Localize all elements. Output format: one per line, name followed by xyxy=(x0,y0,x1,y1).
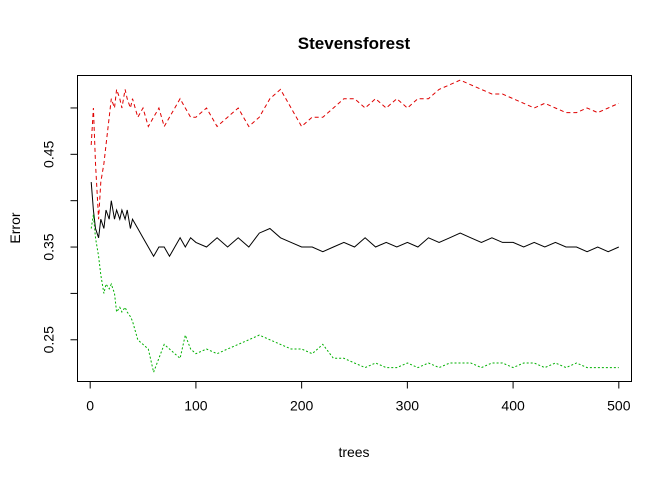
series-line-2 xyxy=(90,79,620,220)
x-tick-label: 300 xyxy=(396,398,420,414)
series-line-3 xyxy=(90,214,619,374)
x-axis: 0 100 200 300 400 500 xyxy=(86,381,631,414)
chart-title: Stevensforest xyxy=(298,34,411,53)
y-axis-label: Error xyxy=(7,212,23,243)
series-layer xyxy=(90,79,620,374)
y-axis: 0.25 0.35 0.45 xyxy=(41,107,78,353)
x-tick-label: 400 xyxy=(501,398,525,414)
y-tick-label: 0.45 xyxy=(41,140,57,167)
plot-frame xyxy=(77,75,632,382)
x-tick-label: 0 xyxy=(86,398,94,414)
x-tick-label: 200 xyxy=(290,398,314,414)
y-tick-label: 0.35 xyxy=(41,233,57,260)
x-tick-label: 100 xyxy=(184,398,208,414)
x-axis-label: trees xyxy=(338,444,369,460)
series-line-1 xyxy=(90,182,620,258)
x-tick-label: 500 xyxy=(607,398,631,414)
y-tick-label: 0.25 xyxy=(41,326,57,353)
